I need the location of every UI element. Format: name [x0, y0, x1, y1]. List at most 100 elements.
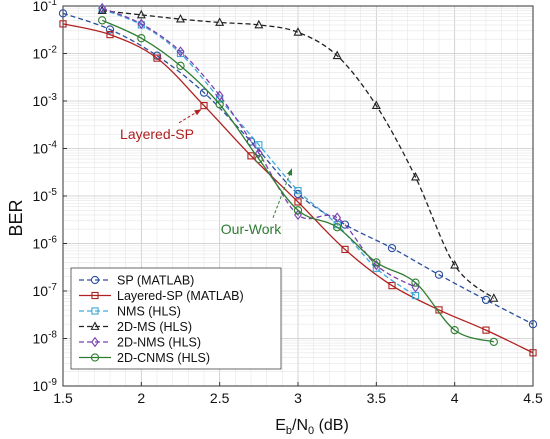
x-tick-label: 3.5	[367, 390, 387, 406]
series-5	[98, 16, 498, 347]
y-tick-label: 10-4	[33, 140, 58, 157]
legend-label: 2D-MS (HLS)	[117, 320, 192, 334]
y-tick-label: 10-8	[33, 330, 58, 347]
data-point	[529, 349, 537, 357]
data-point	[528, 320, 538, 329]
data-point	[254, 154, 263, 164]
legend-box	[70, 267, 282, 370]
series-1	[59, 20, 537, 357]
legend-marker	[90, 321, 100, 330]
x-tick-label: 2	[137, 390, 145, 406]
data-point	[450, 260, 460, 269]
data-point	[450, 325, 459, 335]
data-point	[98, 16, 107, 25]
x-tick-label: 4.5	[523, 390, 543, 406]
series-line	[62, 12, 534, 325]
legend-label: 2D-CNMS (HLS)	[117, 351, 210, 365]
data-point	[246, 137, 256, 146]
legend-entry: 2D-NMS (HLS)	[79, 336, 201, 350]
y-tick-label: 10-9	[33, 377, 58, 394]
legend-entry: 2D-MS (HLS)	[79, 320, 192, 334]
series-line	[101, 8, 416, 297]
x-tick-label: 3	[294, 390, 302, 406]
y-axis-label: BER	[6, 199, 26, 236]
data-point	[200, 101, 208, 110]
y-tick-label: 10-5	[33, 187, 58, 204]
legend-label: NMS (HLS)	[117, 305, 181, 319]
legend-entry: NMS (HLS)	[79, 305, 181, 319]
data-point	[215, 100, 224, 109]
x-tick-label: 2.5	[210, 390, 230, 406]
legend-label: Layered-SP (MATLAB)	[117, 289, 244, 303]
data-point	[176, 61, 185, 70]
series-line	[101, 7, 416, 288]
legend: SP (MATLAB)Layered-SP (MATLAB)NMS (HLS)2…	[70, 267, 282, 370]
legend-marker	[91, 291, 99, 300]
data-point	[175, 13, 186, 23]
y-tick-label: 10-2	[33, 45, 58, 62]
data-point	[489, 337, 498, 347]
data-point	[254, 19, 264, 29]
x-axis-label: Eb/N0 (dB)	[275, 417, 349, 437]
legend-marker	[90, 275, 100, 285]
data-point	[294, 186, 302, 195]
data-point	[410, 171, 421, 181]
data-point	[294, 198, 302, 206]
data-point	[411, 291, 420, 300]
data-point	[372, 258, 381, 267]
data-point	[106, 30, 114, 39]
annotation-arrow	[272, 168, 293, 218]
series-line	[102, 9, 495, 299]
data-point	[341, 245, 349, 254]
data-point	[293, 206, 303, 215]
data-point	[98, 2, 107, 14]
data-point	[333, 212, 342, 223]
legend-label: SP (MATLAB)	[117, 274, 194, 288]
series-4	[98, 2, 420, 293]
data-point	[199, 88, 209, 97]
axes: 1.5 2 2.5 3 3.5 4 4.5 10-1 10-2 10-3 10-4 10-5 10-6 1…	[33, 0, 543, 406]
y-tick-label: 10-6	[33, 235, 58, 252]
legend-label: 2D-NMS (HLS)	[117, 336, 201, 350]
y-tick-label: 10-3	[33, 92, 58, 109]
data-point	[371, 100, 381, 110]
data-point	[153, 54, 161, 62]
data-point	[137, 34, 146, 43]
series-layer	[58, 2, 538, 357]
annotation-label: Layered-SP	[120, 126, 194, 142]
data-point	[388, 281, 396, 290]
annotations: Layered-SP Our-Work	[120, 109, 293, 237]
data-point	[333, 223, 342, 232]
data-point	[293, 27, 303, 36]
data-point	[136, 9, 146, 19]
data-point	[247, 152, 255, 160]
annotation-label: Our-Work	[221, 221, 282, 237]
legend-marker	[90, 353, 100, 362]
legend-marker	[91, 336, 99, 348]
x-tick-label: 4	[451, 390, 459, 406]
y-tick-label: 10-7	[33, 282, 58, 299]
data-point	[255, 141, 263, 149]
data-point	[340, 220, 350, 229]
data-point	[215, 17, 225, 26]
data-point	[215, 90, 224, 101]
y-tick-label: 10-1	[33, 0, 58, 14]
x-tick-label: 1.5	[53, 390, 73, 406]
data-point	[105, 25, 115, 34]
data-point	[434, 270, 444, 279]
data-point	[482, 326, 490, 334]
legend-marker	[91, 307, 99, 315]
annotation-arrow	[178, 109, 202, 124]
data-point	[411, 278, 420, 287]
legend-entry: SP (MATLAB)	[79, 274, 194, 288]
data-point	[481, 295, 491, 305]
data-point	[489, 293, 499, 302]
legend-entry: Layered-SP (MATLAB)	[79, 289, 244, 303]
data-point	[58, 9, 68, 18]
legend-entry: 2D-CNMS (HLS)	[79, 351, 210, 365]
data-point	[137, 18, 146, 30]
data-point	[254, 147, 263, 159]
data-point	[387, 243, 397, 253]
